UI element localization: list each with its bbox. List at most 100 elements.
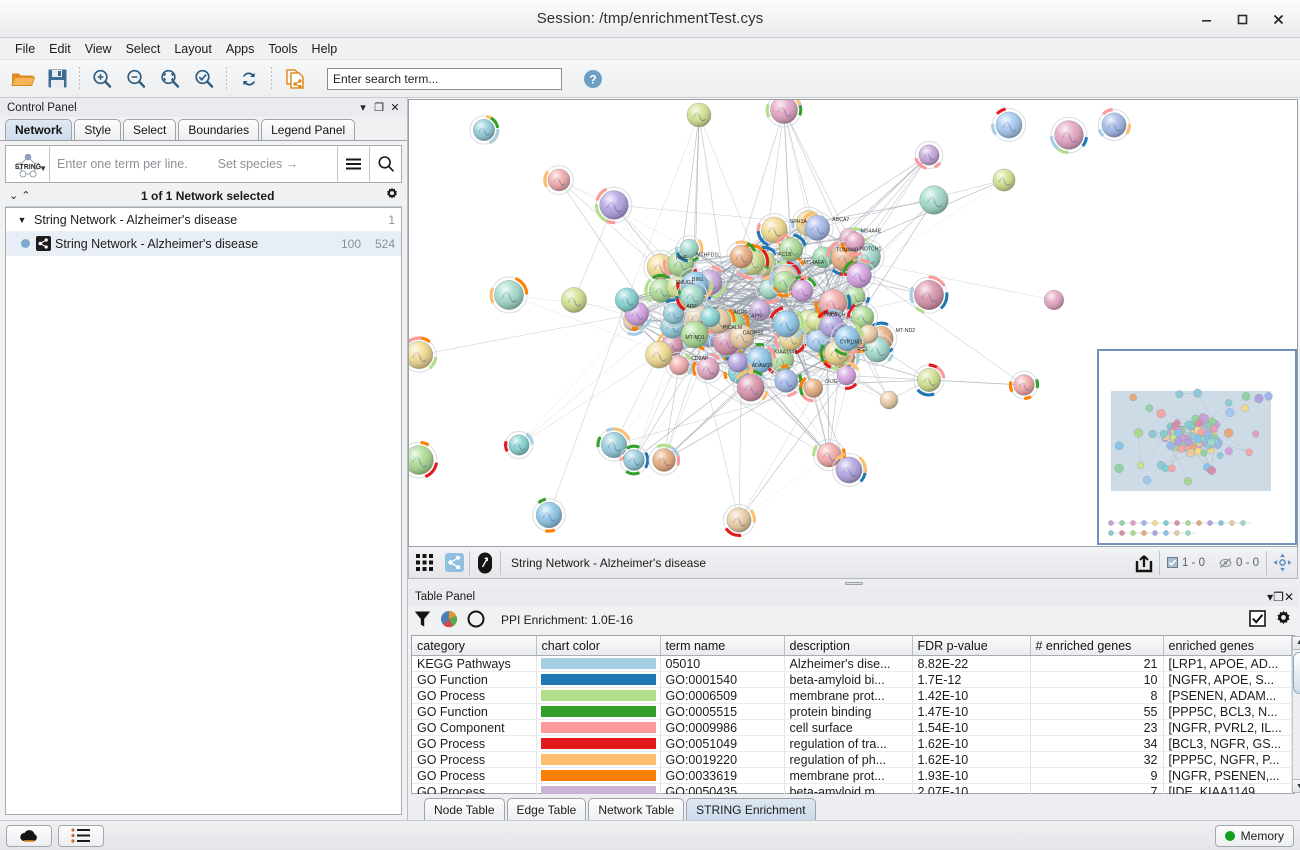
menu-select[interactable]: Select: [125, 41, 161, 56]
open-folder-icon[interactable]: [6, 63, 40, 95]
menu-view[interactable]: View: [84, 41, 112, 56]
save-icon[interactable]: [40, 63, 74, 95]
table-row[interactable]: GO Process GO:0019220 regulation of ph... 1…: [412, 751, 1292, 769]
enrichment-table-body[interactable]: KEGG Pathways 05010 Alzheimer's dise... 8.8…: [412, 655, 1292, 801]
table-row[interactable]: GO Function GO:0001540 beta-amyloid bi... 1…: [412, 671, 1292, 689]
zoom-out-icon[interactable]: [119, 63, 153, 95]
grid-view-icon[interactable]: [409, 548, 439, 578]
menu-help[interactable]: Help: [311, 41, 338, 56]
zoom-fit-icon[interactable]: [153, 63, 187, 95]
zoom-selected-icon[interactable]: [187, 63, 221, 95]
tab-string-enrichment[interactable]: STRING Enrichment: [686, 798, 816, 821]
tree-root-label: String Network - Alzheimer's disease: [34, 212, 238, 227]
maximize-button[interactable]: [1224, 4, 1260, 34]
zoom-in-icon[interactable]: [85, 63, 119, 95]
collapse-controls[interactable]: ⌄ ⌃: [5, 189, 30, 202]
string-logo-icon[interactable]: STRING ▼: [6, 146, 50, 182]
search-input[interactable]: Enter search term...: [327, 67, 562, 90]
table-panel-close-icon[interactable]: ✕: [1283, 590, 1294, 605]
table-row[interactable]: GO Function GO:0005515 protein binding 1.47…: [412, 703, 1292, 721]
tab-select[interactable]: Select: [123, 119, 177, 140]
export-network-icon[interactable]: [277, 63, 311, 95]
scrollbar-thumb[interactable]: [1293, 651, 1300, 694]
scroll-up-arrow-icon[interactable]: ▲: [1292, 635, 1300, 650]
scroll-down-arrow-icon[interactable]: ▼: [1292, 779, 1300, 794]
tab-style[interactable]: Style: [74, 119, 122, 140]
tab-edge-table[interactable]: Edge Table: [506, 798, 587, 821]
control-panel-close-icon[interactable]: ✕: [390, 102, 400, 114]
svg-text:MT-ND1: MT-ND1: [685, 335, 704, 341]
navigate-icon[interactable]: [1267, 548, 1297, 578]
hamburger-icon[interactable]: [337, 146, 369, 182]
control-panel-float-icon[interactable]: ❐: [374, 102, 384, 114]
cell-chart-color: [536, 767, 661, 785]
menu-tools[interactable]: Tools: [268, 41, 298, 56]
annotation-icon[interactable]: [470, 548, 500, 578]
filter-icon[interactable]: [414, 610, 431, 631]
expand-all-icon[interactable]: ⌃: [21, 190, 31, 202]
tab-network[interactable]: Network: [5, 119, 73, 140]
network-view-canvas[interactable]: MT-ND2 MT-ND1 RS1 FC1B NME SMUG1 TOMM40 PHF1 MS4…: [408, 99, 1298, 547]
control-panel-dropdown-icon[interactable]: ▾: [360, 102, 366, 114]
col-chart-color[interactable]: chart color: [536, 635, 661, 657]
gear-icon[interactable]: [385, 187, 402, 204]
collapse-all-icon[interactable]: ⌄: [9, 190, 19, 202]
list-icon[interactable]: [58, 824, 104, 847]
menu-file[interactable]: File: [15, 41, 36, 56]
tab-boundaries[interactable]: Boundaries: [178, 119, 260, 140]
menu-layout[interactable]: Layout: [174, 41, 212, 56]
donut-chart-icon[interactable]: [467, 610, 485, 631]
gear-icon[interactable]: [1275, 610, 1292, 630]
table-panel-dropdown-icon[interactable]: ▾: [1267, 590, 1274, 605]
table-row[interactable]: GO Component GO:0009986 cell surface 1.54E-…: [412, 719, 1292, 737]
table-vertical-scrollbar[interactable]: ▲ ▼: [1291, 635, 1300, 794]
enrichment-table-wrapper[interactable]: category chart color term name descripti…: [411, 634, 1300, 801]
search-icon[interactable]: [369, 146, 401, 182]
splitter-grip[interactable]: [845, 582, 863, 585]
help-icon[interactable]: ?: [576, 63, 610, 95]
table-row[interactable]: GO Process GO:0033619 membrane prot... 1.93…: [412, 767, 1292, 785]
cloud-icon[interactable]: [6, 824, 52, 847]
checkbox-icon[interactable]: [1249, 610, 1266, 630]
table-row[interactable]: GO Process GO:0051049 regulation of tra...…: [412, 735, 1292, 753]
svg-text:TOMM40: TOMM40: [836, 248, 858, 254]
col-description[interactable]: description: [784, 635, 913, 657]
col-fdr-pvalue[interactable]: FDR p-value: [912, 635, 1031, 657]
col-enriched-genes[interactable]: enriched genes: [1163, 635, 1292, 657]
tree-row-root[interactable]: ▼ String Network - Alzheimer's disease 1: [6, 208, 401, 232]
table-panel-float-icon[interactable]: ❐: [1273, 590, 1284, 605]
minimize-button[interactable]: [1188, 4, 1224, 34]
menu-apps[interactable]: Apps: [225, 41, 255, 56]
string-term-input[interactable]: Enter one term per line. Set species →: [50, 146, 337, 182]
set-species-link[interactable]: Set species →: [217, 157, 299, 171]
cell-description: cell surface: [784, 719, 913, 737]
export-image-icon[interactable]: [1129, 548, 1159, 578]
share-network-icon[interactable]: [439, 548, 469, 578]
col-enriched-count[interactable]: # enriched genes: [1030, 635, 1164, 657]
tab-network-table[interactable]: Network Table: [588, 798, 685, 821]
enrichment-table[interactable]: category chart color term name descripti…: [412, 635, 1292, 801]
tab-legend-panel[interactable]: Legend Panel: [261, 119, 356, 140]
toolbar-separator: [79, 66, 80, 91]
tree-row-child[interactable]: String Network - Alzheimer's disease 100…: [6, 232, 401, 256]
control-panel: Control Panel ▾ ❐ ✕ Network Style Select…: [0, 98, 408, 820]
col-term-name[interactable]: term name: [660, 635, 785, 657]
table-row[interactable]: GO Process GO:0006509 membrane prot... 1.42…: [412, 687, 1292, 705]
col-category[interactable]: category: [412, 635, 537, 657]
network-graph[interactable]: MT-ND2 MT-ND1 RS1 FC1B NME SMUG1 TOMM40 PHF1 MS4…: [409, 100, 1297, 546]
cell-fdr: 8.82E-22: [912, 655, 1031, 673]
menu-edit[interactable]: Edit: [49, 41, 71, 56]
expand-triangle-icon[interactable]: ▼: [17, 214, 27, 225]
string-dropdown-icon[interactable]: ▼: [39, 164, 47, 173]
birds-eye-view[interactable]: [1097, 349, 1297, 545]
chart-color-icon[interactable]: [440, 610, 458, 631]
tab-node-table[interactable]: Node Table: [424, 798, 505, 821]
network-tree[interactable]: ▼ String Network - Alzheimer's disease 1…: [5, 207, 402, 815]
close-button[interactable]: [1260, 4, 1296, 34]
string-search-row: STRING ▼ Enter one term per line. Set sp…: [5, 145, 402, 183]
memory-indicator[interactable]: Memory: [1214, 824, 1294, 847]
cell-term-name: GO:0006509: [660, 687, 785, 705]
refresh-icon[interactable]: [232, 63, 266, 95]
table-row[interactable]: KEGG Pathways 05010 Alzheimer's dise... 8.8…: [412, 655, 1292, 673]
panel-splitter[interactable]: [408, 579, 1300, 588]
